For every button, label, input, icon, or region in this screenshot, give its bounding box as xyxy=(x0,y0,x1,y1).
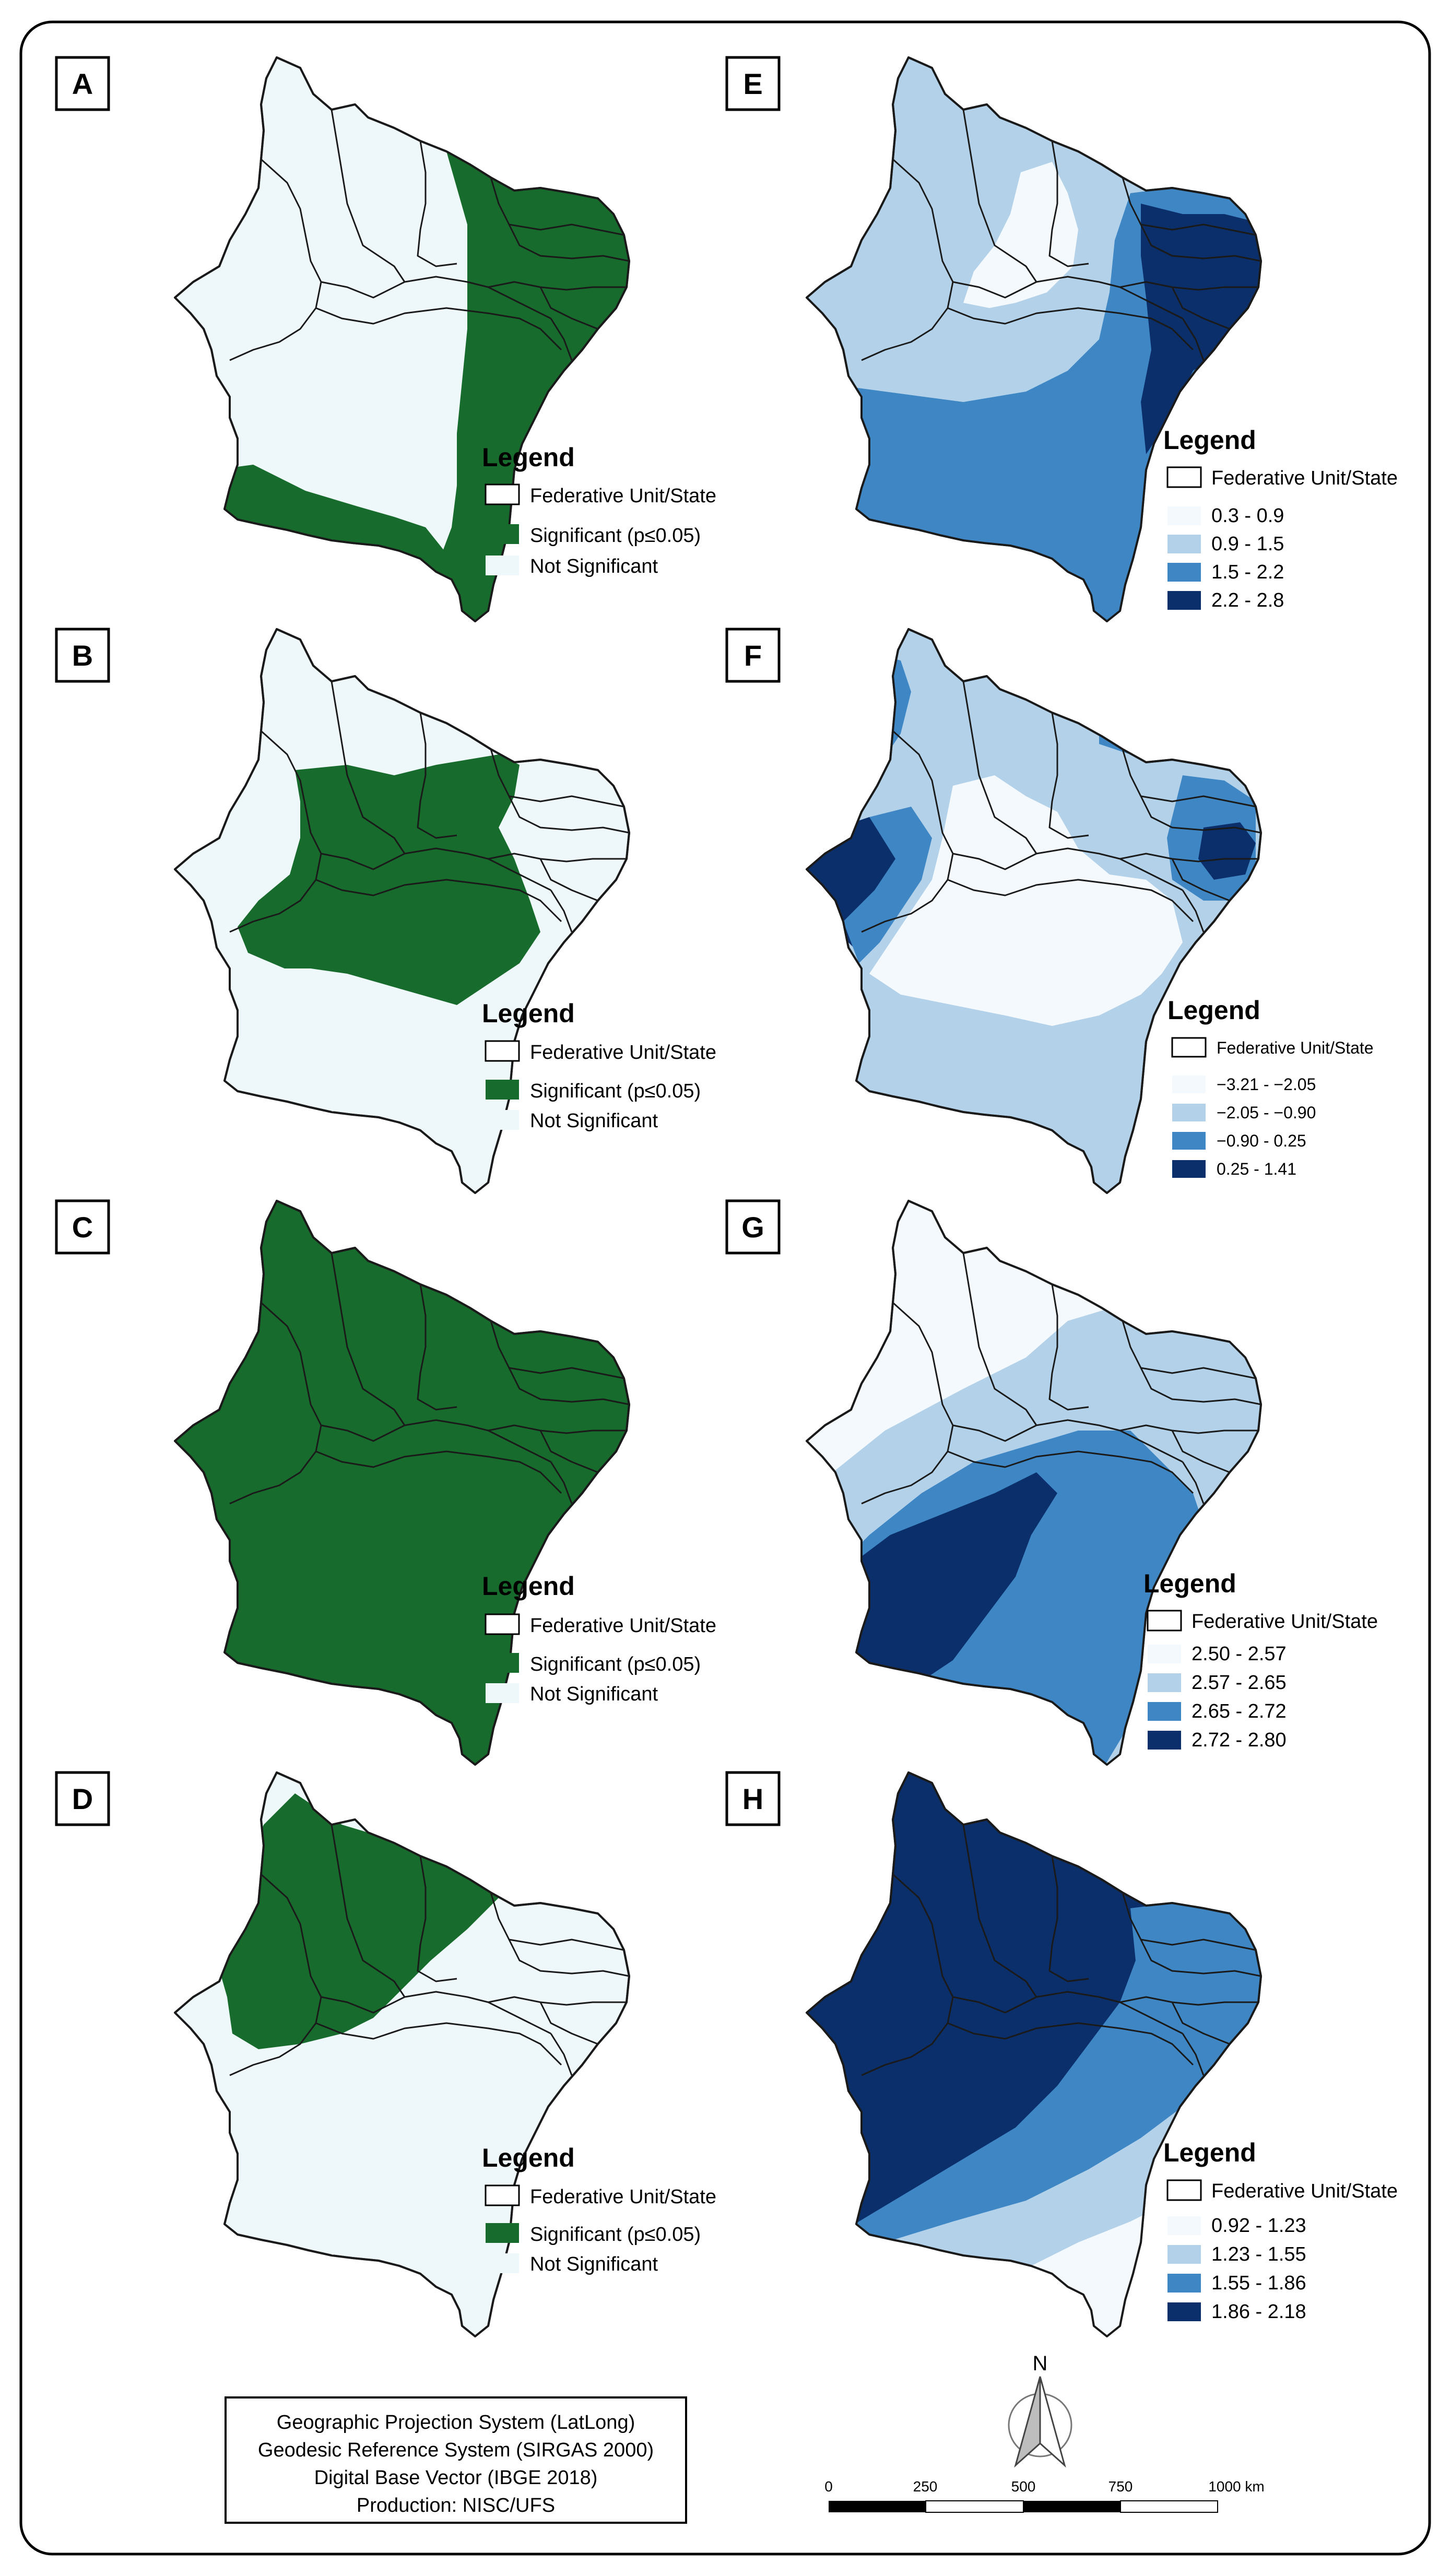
svg-text:0.3 - 0.9: 0.3 - 0.9 xyxy=(1211,505,1284,527)
svg-text:E: E xyxy=(743,67,762,100)
svg-text:F: F xyxy=(744,639,762,672)
legend-f: Legend Federative Unit/State −3.21 - −2.… xyxy=(1167,996,1374,1178)
svg-text:Not Significant: Not Significant xyxy=(530,1683,658,1705)
svg-text:B: B xyxy=(72,639,93,672)
svg-text:Significant (p≤0.05): Significant (p≤0.05) xyxy=(530,1653,701,1675)
svg-text:Not Significant: Not Significant xyxy=(530,2253,658,2275)
svg-text:Geodesic Reference System (SIR: Geodesic Reference System (SIRGAS 2000) xyxy=(258,2439,654,2461)
scale-bar: 0 250 500 750 1000 km xyxy=(824,2478,1265,2513)
svg-text:Legend: Legend xyxy=(1163,2138,1256,2167)
svg-text:1000 km: 1000 km xyxy=(1208,2478,1264,2495)
svg-text:Not Significant: Not Significant xyxy=(530,1110,658,1132)
svg-text:D: D xyxy=(72,1782,93,1815)
panel-a-letter: A xyxy=(72,67,93,100)
svg-text:Legend: Legend xyxy=(1167,996,1260,1025)
svg-text:250: 250 xyxy=(913,2478,938,2495)
svg-text:2.2 - 2.8: 2.2 - 2.8 xyxy=(1211,589,1284,611)
legend-e: Legend Federative Unit/State 0.3 - 0.9 0… xyxy=(1163,426,1398,611)
legend-h: Legend Federative Unit/State 0.92 - 1.23… xyxy=(1163,2138,1398,2323)
svg-text:Geographic Projection System (: Geographic Projection System (LatLong) xyxy=(277,2412,635,2433)
svg-text:500: 500 xyxy=(1011,2478,1036,2495)
svg-text:Federative Unit/State: Federative Unit/State xyxy=(530,2186,716,2208)
svg-text:2.50 - 2.57: 2.50 - 2.57 xyxy=(1192,1643,1287,1665)
svg-text:750: 750 xyxy=(1108,2478,1133,2495)
svg-text:N: N xyxy=(1033,2352,1048,2375)
svg-text:Federative Unit/State: Federative Unit/State xyxy=(530,1042,716,1064)
panel-c: C Legend Federative Unit/State Significa… xyxy=(55,1199,716,1766)
svg-text:H: H xyxy=(742,1782,763,1815)
svg-text:0.92 - 1.23: 0.92 - 1.23 xyxy=(1211,2215,1306,2237)
svg-text:Not Significant: Not Significant xyxy=(530,556,658,577)
svg-text:Significant (p≤0.05): Significant (p≤0.05) xyxy=(530,2224,701,2246)
svg-text:2.65 - 2.72: 2.65 - 2.72 xyxy=(1192,1700,1287,1722)
panel-b: B Legend Federative Unit/State Significa… xyxy=(55,628,716,1194)
panel-f-map xyxy=(806,628,1262,1194)
north-arrow-icon: N xyxy=(1008,2352,1072,2468)
svg-text:Legend: Legend xyxy=(482,2143,575,2172)
svg-text:−2.05 - −0.90: −2.05 - −0.90 xyxy=(1217,1103,1316,1122)
svg-text:1.5 - 2.2: 1.5 - 2.2 xyxy=(1211,561,1284,583)
svg-text:Digital Base Vector (IBGE 2018: Digital Base Vector (IBGE 2018) xyxy=(314,2467,598,2489)
legend-b: Legend Federative Unit/State Significant… xyxy=(482,999,716,1132)
svg-text:Production: NISC/UFS: Production: NISC/UFS xyxy=(357,2495,555,2516)
svg-text:2.57 - 2.65: 2.57 - 2.65 xyxy=(1192,1672,1287,1694)
legend-g: Legend Federative Unit/State 2.50 - 2.57… xyxy=(1143,1569,1378,1751)
info-box: Geographic Projection System (LatLong) G… xyxy=(225,2396,687,2524)
svg-text:G: G xyxy=(741,1211,764,1244)
svg-text:1.86 - 2.18: 1.86 - 2.18 xyxy=(1211,2301,1306,2323)
svg-text:Legend: Legend xyxy=(482,999,575,1028)
panel-b-map xyxy=(174,628,630,1194)
panel-d: D Legend Federative Unit/State Significa… xyxy=(55,1771,716,2337)
svg-text:0.9 - 1.5: 0.9 - 1.5 xyxy=(1211,533,1284,555)
legend-a: Legend Federative Unit/State Significant… xyxy=(482,443,716,577)
panel-e: E Legend Federative Unit/State 0.3 - 0.9… xyxy=(725,56,1398,622)
svg-text:Legend: Legend xyxy=(1143,1569,1236,1598)
svg-text:Legend: Legend xyxy=(482,1571,575,1601)
svg-text:Federative Unit/State: Federative Unit/State xyxy=(1211,2180,1398,2202)
svg-text:1.23 - 1.55: 1.23 - 1.55 xyxy=(1211,2243,1306,2265)
svg-text:Federative Unit/State: Federative Unit/State xyxy=(1211,467,1398,489)
svg-text:−3.21 - −2.05: −3.21 - −2.05 xyxy=(1217,1075,1316,1094)
svg-text:0.25 - 1.41: 0.25 - 1.41 xyxy=(1217,1160,1296,1178)
svg-text:Federative Unit/State: Federative Unit/State xyxy=(1192,1611,1378,1633)
panel-d-map xyxy=(174,1771,630,2337)
svg-text:1.55 - 1.86: 1.55 - 1.86 xyxy=(1211,2272,1306,2294)
svg-text:2.72 - 2.80: 2.72 - 2.80 xyxy=(1192,1729,1287,1751)
legend-c: Legend Federative Unit/State Significant… xyxy=(482,1571,716,1705)
svg-text:−0.90 - 0.25: −0.90 - 0.25 xyxy=(1217,1131,1306,1150)
svg-text:Federative Unit/State: Federative Unit/State xyxy=(1217,1038,1374,1057)
svg-text:Legend: Legend xyxy=(1163,426,1256,455)
svg-text:Federative Unit/State: Federative Unit/State xyxy=(530,485,716,507)
svg-text:0: 0 xyxy=(824,2478,833,2495)
svg-text:Significant (p≤0.05): Significant (p≤0.05) xyxy=(530,525,701,547)
svg-text:Legend: Legend xyxy=(482,443,575,472)
svg-text:C: C xyxy=(72,1211,93,1244)
legend-d: Legend Federative Unit/State Significant… xyxy=(482,2143,716,2275)
panel-f: F Legend Federative Unit/State −3.21 - −… xyxy=(725,628,1374,1194)
svg-text:Federative Unit/State: Federative Unit/State xyxy=(530,1615,716,1637)
svg-text:Significant (p≤0.05): Significant (p≤0.05) xyxy=(530,1080,701,1102)
